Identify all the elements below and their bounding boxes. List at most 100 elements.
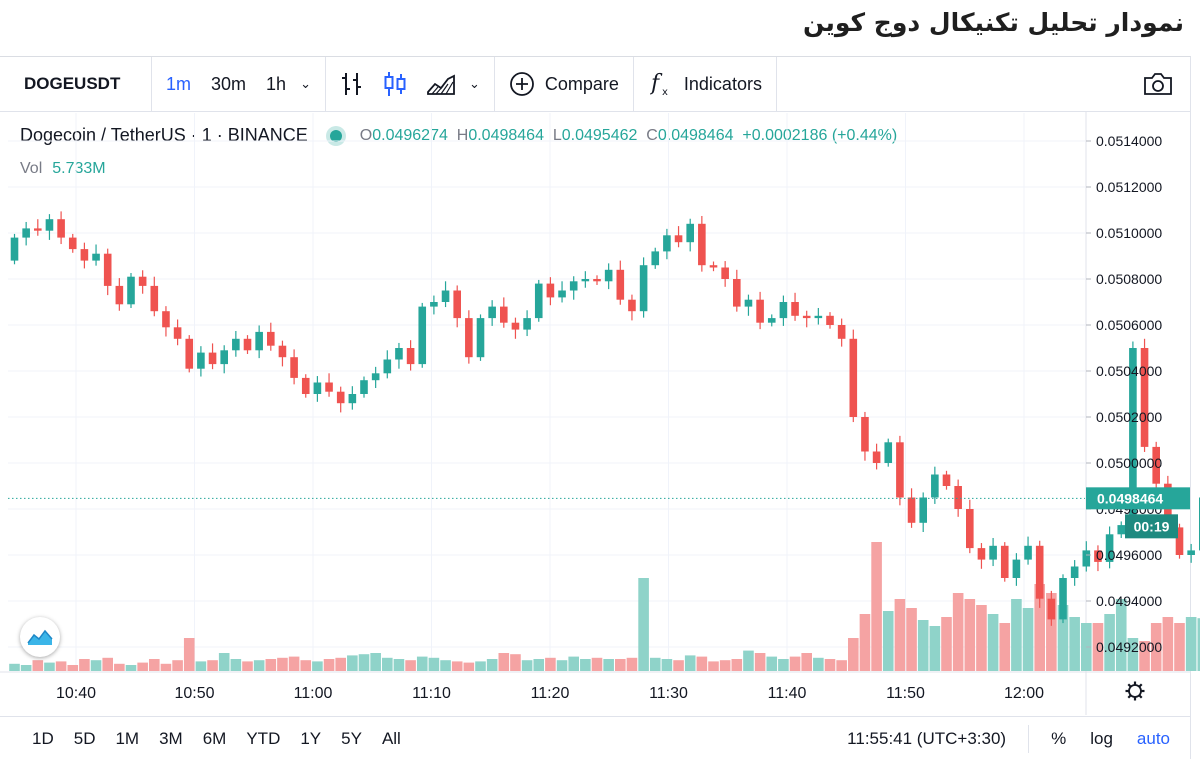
candle (1001, 542, 1009, 582)
candle (255, 325, 263, 358)
candle (593, 275, 601, 285)
candle (1141, 339, 1149, 452)
candle (791, 293, 799, 321)
volume-bar (126, 665, 137, 671)
candle-body (302, 378, 310, 394)
volume-bar (545, 658, 556, 671)
candle-body (162, 311, 170, 327)
volume-bar (1023, 608, 1034, 671)
candle-body (11, 238, 19, 261)
volume-bar (266, 659, 277, 671)
candle (127, 273, 135, 308)
candle (384, 350, 392, 378)
candle-body (884, 442, 892, 463)
candle-body (593, 279, 601, 281)
candle (22, 222, 30, 245)
candle (908, 488, 916, 528)
y-tick-label: 0.0504000 (1096, 363, 1162, 379)
volume-bar (825, 659, 836, 671)
candle (57, 211, 65, 244)
candle-body (197, 353, 205, 369)
candle-body (255, 332, 263, 350)
candle (314, 376, 322, 402)
range-1y[interactable]: 1Y (290, 729, 331, 749)
volume-bar (999, 623, 1010, 671)
x-tick-label: 11:00 (294, 685, 333, 702)
range-all[interactable]: All (372, 729, 411, 749)
volume-bar (9, 664, 20, 671)
volume-bar (370, 653, 381, 671)
range-3m[interactable]: 3M (149, 729, 193, 749)
candle (92, 245, 100, 266)
log-toggle[interactable]: log (1078, 729, 1125, 749)
candle (896, 436, 904, 505)
candle (337, 387, 345, 413)
volume-bar (464, 663, 475, 671)
candle (174, 319, 182, 345)
volume-bar (79, 659, 90, 671)
range-1m[interactable]: 1M (105, 729, 149, 749)
candle-body (570, 281, 578, 290)
candle-body (1071, 567, 1079, 579)
volume-bar (417, 657, 428, 671)
candle-body (314, 383, 322, 395)
range-ytd[interactable]: YTD (236, 729, 290, 749)
candle-body (488, 307, 496, 319)
candle-body (34, 228, 42, 230)
candle (302, 374, 310, 397)
volume-bar (732, 659, 743, 671)
candle (861, 412, 869, 461)
settings-gear-icon[interactable] (1126, 682, 1145, 701)
candle-body (337, 392, 345, 404)
candle (395, 343, 403, 369)
tradingview-logo-icon[interactable] (20, 617, 60, 657)
volume-bar (627, 658, 638, 671)
candle (558, 281, 566, 302)
candle-body (861, 417, 869, 452)
volume-bar (429, 658, 440, 671)
volume-bar (766, 657, 777, 671)
range-1d[interactable]: 1D (0, 729, 64, 749)
volume-bar (883, 611, 894, 671)
volume-bar (137, 663, 148, 671)
volume-bar (836, 660, 847, 671)
volume-bar (1069, 617, 1080, 671)
candle (162, 306, 170, 336)
candle (104, 249, 112, 295)
candle (733, 270, 741, 312)
candle (500, 297, 508, 327)
candle (721, 261, 729, 287)
range-6m[interactable]: 6M (193, 729, 237, 749)
timezone-clock[interactable]: 11:55:41 (UTC+3:30) (847, 729, 1028, 749)
range-5y[interactable]: 5Y (331, 729, 372, 749)
candle-body (325, 383, 333, 392)
auto-toggle[interactable]: auto (1125, 729, 1190, 749)
volume-bar (335, 658, 346, 671)
candle-body (780, 302, 788, 318)
y-tick-label: 0.0502000 (1096, 409, 1162, 425)
candle-body (815, 316, 823, 318)
candle (710, 262, 718, 272)
volume-bar (452, 661, 463, 671)
x-tick-label: 11:30 (649, 685, 688, 702)
percent-toggle[interactable]: % (1029, 729, 1078, 749)
volume-bar (149, 659, 160, 671)
y-tick-label: 0.0494000 (1096, 593, 1162, 609)
candle-body (756, 300, 764, 323)
candle (640, 257, 648, 317)
candle (418, 303, 426, 368)
candle (978, 543, 986, 569)
volume-bar (871, 542, 882, 671)
volume-bar (487, 659, 498, 671)
volume-bar (359, 654, 370, 671)
candle-body (81, 249, 89, 261)
candle-body (675, 235, 683, 242)
candle-body (896, 442, 904, 497)
candle (11, 234, 19, 264)
candle (675, 226, 683, 247)
y-tick-label: 0.0500000 (1096, 455, 1162, 471)
range-5d[interactable]: 5D (64, 729, 106, 749)
candle-body (978, 548, 986, 560)
candle (69, 234, 77, 253)
